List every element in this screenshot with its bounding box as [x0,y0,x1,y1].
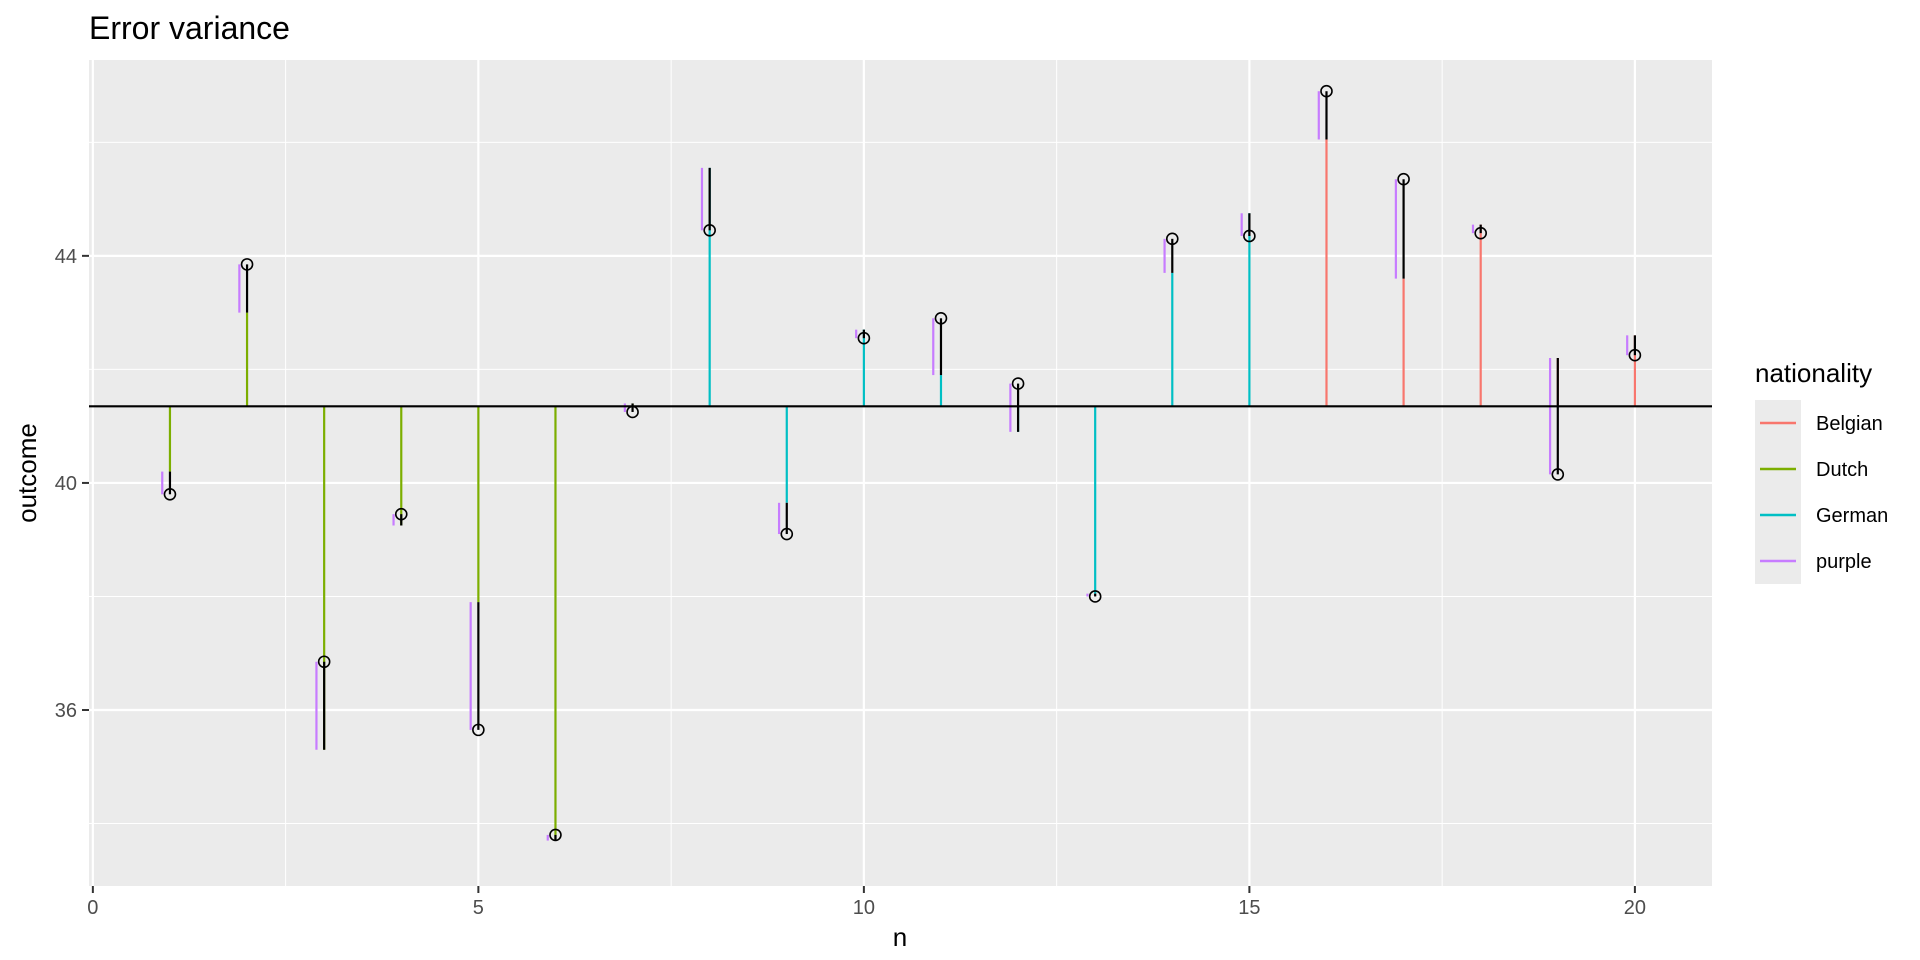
legend-label: Dutch [1816,459,1868,481]
legend-title: nationality [1755,358,1872,388]
x-tick-label: 20 [1624,897,1646,919]
data-point [703,224,716,237]
legend-key-background [1755,400,1801,584]
data-points [163,84,1642,842]
legend: nationality Belgian Dutch German purple [1755,358,1888,584]
legend-label: Belgian [1816,413,1883,435]
x-tick-label: 10 [853,897,875,919]
data-point [1088,590,1102,603]
data-point [1551,468,1565,481]
legend-label: German [1816,505,1888,527]
data-point [1011,377,1025,390]
data-point [1320,84,1333,98]
y-tick-label: 44 [55,246,77,268]
data-point [1243,229,1256,243]
data-point [934,312,948,325]
data-point [394,507,408,521]
y-tick-label: 40 [55,473,77,495]
y-tick-label: 36 [55,700,77,722]
x-tick-label: 5 [473,897,484,919]
data-point [1474,226,1487,240]
data-point [163,487,177,501]
x-tick-label: 15 [1238,897,1260,919]
x-tick-label: 0 [87,897,98,919]
data-point [472,723,485,737]
axes: 0 5 10 15 20 36 40 44 [55,246,1646,919]
data-point [1165,232,1179,246]
data-point [626,405,639,419]
data-point [857,331,871,345]
data-point [1397,172,1410,186]
legend-items: Belgian Dutch German purple [1755,400,1888,584]
data-point [317,655,331,669]
chart-title: Error variance [89,10,290,46]
legend-label: purple [1816,551,1872,573]
data-point [1628,348,1642,362]
data-point [240,258,254,271]
y-axis-title: outcome [12,423,42,523]
deviation-segments [161,91,1636,841]
x-axis-title: n [893,922,907,952]
grid-lines [89,60,1712,886]
plot-panel [89,60,1712,886]
data-point [549,828,562,842]
data-point [780,527,794,541]
